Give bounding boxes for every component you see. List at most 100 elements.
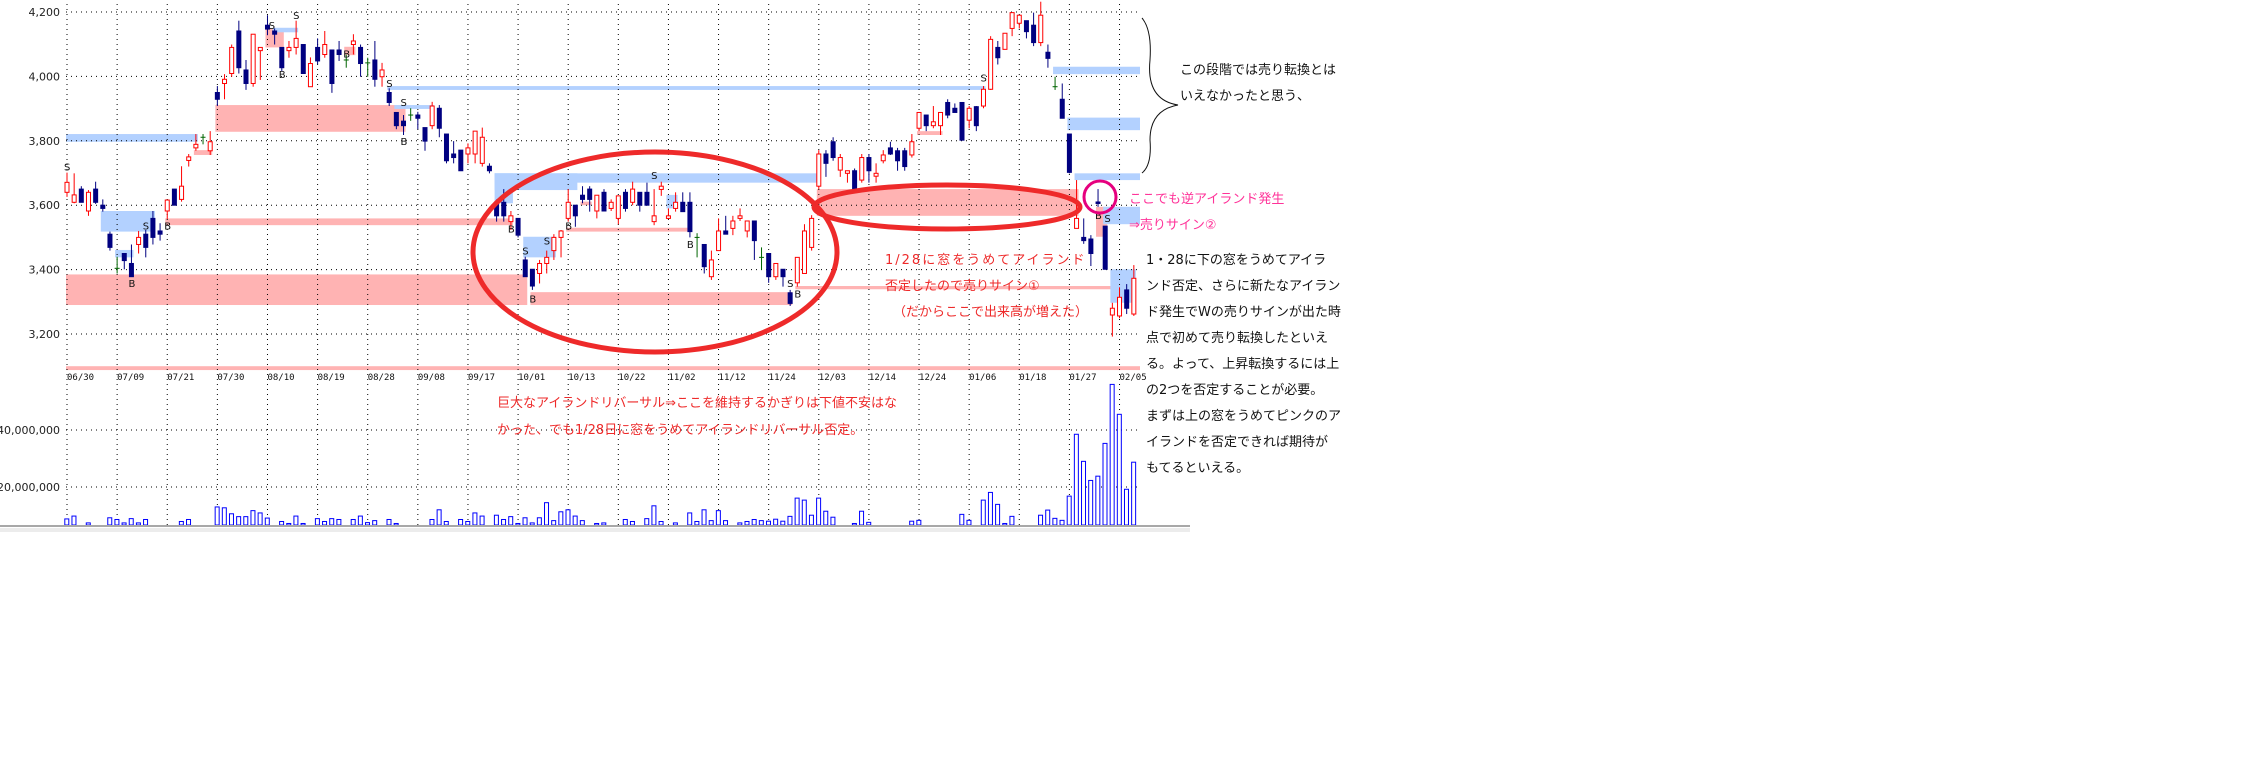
volume-bar (773, 518, 779, 526)
candle-body (594, 194, 600, 212)
signal-B: B (794, 289, 801, 300)
candle (1131, 265, 1137, 316)
note-line: 1/28に窓をうめてアイランド (885, 253, 1087, 268)
candle (322, 30, 328, 58)
volume-bar (651, 505, 657, 526)
candle (436, 105, 442, 138)
candle-body (973, 106, 979, 127)
volume-bar (830, 516, 836, 526)
signal-S: S (1104, 214, 1110, 225)
annotation-shapes (470, 17, 1179, 355)
candle-body (257, 46, 263, 52)
candle (422, 127, 428, 151)
candle (128, 244, 134, 278)
volume-bar (551, 520, 557, 526)
candle-body (1031, 24, 1037, 44)
date-tick-label: 02/05 (1120, 373, 1147, 383)
candle (630, 181, 636, 206)
candle (787, 289, 793, 306)
bottom-scrollbar-track[interactable] (0, 528, 1190, 532)
candle (859, 154, 865, 183)
candle-body (422, 127, 428, 142)
candle-body (708, 259, 714, 278)
candle-body (272, 30, 278, 35)
candle-body (107, 233, 113, 248)
candle-body (1102, 225, 1108, 270)
candle-body (1081, 236, 1087, 242)
signal-S: S (544, 237, 550, 248)
candle (1002, 32, 1008, 50)
volume-bar (64, 518, 70, 526)
candle (708, 250, 714, 280)
volume-bar (629, 520, 635, 526)
volume-bar (995, 503, 1001, 526)
candle-body (186, 156, 192, 161)
volume-bars (64, 383, 1137, 526)
note-line: 巨大なアイランドリバーサル⇒ここを維持するかぎりは下値不安はな (497, 396, 897, 411)
candle-body (372, 59, 378, 80)
candle (751, 220, 757, 260)
candle-body (1117, 296, 1123, 317)
candle (622, 189, 628, 212)
candle-body (451, 153, 457, 159)
pink-gap-zone (344, 46, 356, 56)
blue-gap-zone (666, 194, 678, 209)
note-line: 否定したので売りサイン① (885, 279, 1040, 294)
candle (279, 46, 285, 71)
volume-bar (765, 520, 771, 526)
candle (988, 36, 994, 90)
date-tick-label: 01/18 (1019, 373, 1046, 383)
volume-bar (143, 518, 149, 526)
volume-bar (243, 516, 249, 526)
candles (64, 1, 1137, 337)
candle-body (529, 268, 535, 287)
blue-gap-zone (523, 236, 556, 258)
candle-body (966, 107, 972, 121)
candle-body (128, 262, 134, 278)
date-tick-label: 12/14 (869, 373, 896, 383)
candle-body (887, 147, 893, 155)
volume-bar (1045, 509, 1051, 526)
volume-bar (701, 509, 707, 526)
date-tick-label: 10/01 (518, 373, 545, 383)
volume-bar (744, 520, 750, 526)
price-tick-label: 3,800 (29, 135, 61, 148)
volume-bar (823, 510, 829, 526)
candle-body (293, 37, 299, 48)
volume-bar (672, 522, 678, 526)
candle (472, 130, 478, 164)
candle-body (443, 133, 449, 162)
candle-body (193, 143, 199, 149)
volume-bar (508, 516, 514, 526)
candle-body (479, 136, 485, 164)
candle (529, 268, 535, 290)
volume-bar (758, 520, 764, 526)
date-tick-label: 07/09 (117, 373, 144, 383)
candle (164, 199, 170, 220)
candle-body (315, 46, 321, 62)
candle (673, 192, 679, 212)
volume-bar (1052, 517, 1058, 526)
candle (737, 208, 743, 221)
signal-S: S (64, 163, 70, 174)
candle (701, 243, 707, 274)
candle-body (1124, 289, 1130, 309)
candle (429, 101, 435, 130)
candle-body (286, 46, 292, 52)
candle-body (801, 230, 807, 274)
candle (644, 182, 650, 206)
candle (687, 192, 693, 238)
pink-gap-zone (566, 227, 692, 232)
candle (1095, 189, 1101, 207)
candle (930, 106, 936, 129)
note-line: ド発生でWの売りサインが出た時 (1146, 305, 1341, 320)
blue-gap-zone (1074, 173, 1140, 181)
volume-bar (536, 517, 542, 526)
price-tick-label: 3,600 (29, 199, 61, 212)
note-line: ここでも逆アイランド発生 (1129, 192, 1285, 207)
candle (121, 253, 127, 270)
volume-bar (393, 522, 399, 526)
date-tick-label: 11/12 (719, 373, 746, 383)
date-tick-label: 01/27 (1069, 373, 1096, 383)
